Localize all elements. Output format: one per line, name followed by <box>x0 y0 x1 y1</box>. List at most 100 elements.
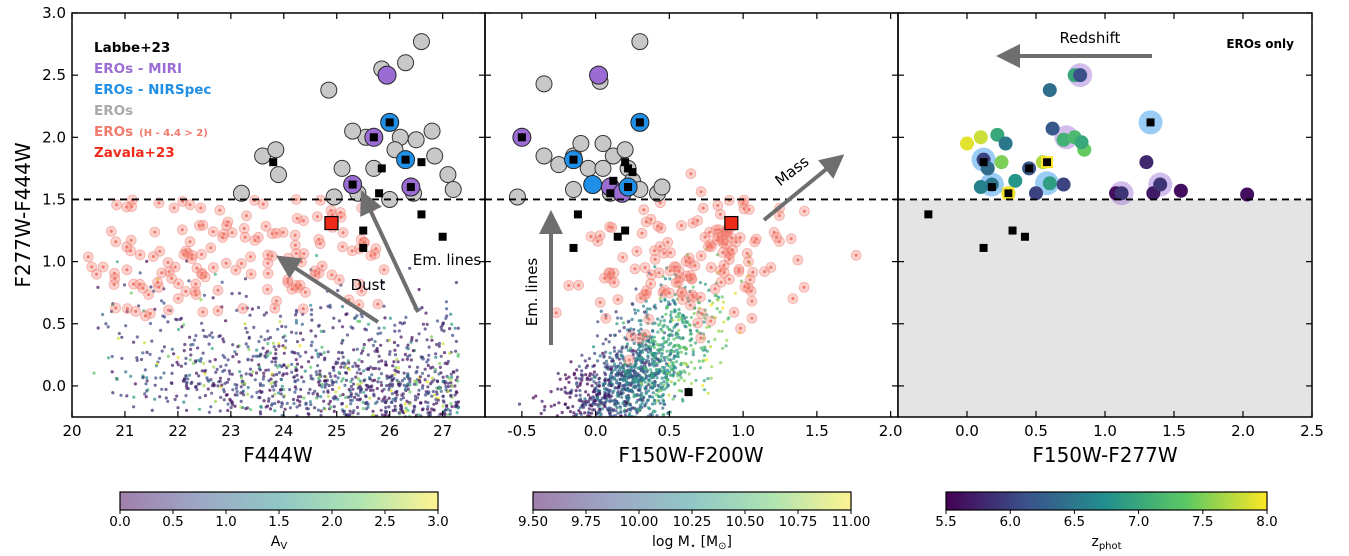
ero-h-point-core <box>197 224 201 227</box>
x-tick-label: 2.0 <box>1231 422 1255 440</box>
field-galaxy-point <box>580 353 584 357</box>
field-galaxy-point <box>566 406 570 410</box>
field-galaxy-point <box>517 402 522 406</box>
field-galaxy-point <box>598 354 602 358</box>
field-galaxy-point <box>428 437 431 440</box>
field-galaxy-point <box>609 424 612 427</box>
field-galaxy-point <box>268 388 272 392</box>
field-galaxy-point <box>344 395 348 400</box>
field-galaxy-point <box>219 395 223 399</box>
field-galaxy-point <box>591 345 596 349</box>
field-galaxy-point <box>426 435 429 438</box>
field-galaxy-point <box>634 426 637 429</box>
field-galaxy-point <box>567 375 571 379</box>
field-galaxy-point <box>644 361 648 365</box>
field-galaxy-point <box>201 351 205 355</box>
ero-h-point-core <box>211 230 215 234</box>
field-galaxy-point <box>633 365 637 369</box>
field-galaxy-point <box>430 418 433 421</box>
field-galaxy-point <box>315 447 318 450</box>
field-galaxy-point <box>395 357 399 362</box>
field-galaxy-point <box>608 351 612 355</box>
field-galaxy-point <box>397 329 401 333</box>
field-galaxy-point <box>353 395 357 399</box>
field-galaxy-point <box>273 401 277 406</box>
field-galaxy-point <box>356 319 360 323</box>
field-galaxy-point <box>634 362 638 366</box>
ero-h-point-core <box>265 287 269 291</box>
field-galaxy-point <box>194 359 198 363</box>
ero-h-point-core <box>318 242 322 246</box>
field-galaxy-point <box>578 381 583 385</box>
field-galaxy-point <box>318 352 322 356</box>
field-galaxy-point <box>206 430 209 433</box>
colorbar-tick-label: 6.5 <box>1064 514 1085 530</box>
field-galaxy-point <box>663 371 667 376</box>
field-galaxy-point <box>262 313 266 317</box>
field-galaxy-point <box>291 397 296 402</box>
field-galaxy-point <box>691 350 696 354</box>
field-galaxy-point <box>415 365 420 369</box>
field-galaxy-point <box>320 419 323 422</box>
field-galaxy-point <box>426 385 430 389</box>
ero-h-point-core <box>151 255 155 258</box>
field-galaxy-point <box>277 344 281 348</box>
field-galaxy-point <box>122 283 127 287</box>
field-galaxy-point <box>262 399 266 403</box>
field-galaxy-point <box>622 435 625 438</box>
field-galaxy-point <box>242 418 245 421</box>
field-galaxy-point <box>299 395 303 399</box>
field-galaxy-point <box>257 339 261 344</box>
field-galaxy-point <box>574 423 577 426</box>
field-galaxy-point <box>613 425 616 428</box>
field-galaxy-point <box>421 384 425 388</box>
field-galaxy-point <box>643 380 647 384</box>
field-galaxy-point <box>701 348 705 352</box>
field-galaxy-point <box>538 441 541 444</box>
field-galaxy-point <box>388 350 392 354</box>
field-galaxy-point <box>408 436 411 439</box>
field-galaxy-point <box>450 375 454 379</box>
field-galaxy-point <box>358 390 362 394</box>
field-galaxy-point <box>417 388 421 392</box>
field-galaxy-point <box>675 343 679 347</box>
field-galaxy-point <box>319 431 322 434</box>
field-galaxy-point <box>708 345 713 349</box>
ero-h-point-core <box>769 265 773 269</box>
ero-h-point-core <box>337 278 341 282</box>
field-galaxy-point <box>243 322 247 326</box>
field-galaxy-point <box>332 316 336 320</box>
ero-h-point-core <box>147 293 151 297</box>
field-galaxy-point <box>574 376 578 380</box>
field-galaxy-point <box>226 402 230 406</box>
field-galaxy-point <box>352 348 356 352</box>
field-galaxy-point <box>597 398 602 403</box>
field-galaxy-point <box>238 370 242 374</box>
field-galaxy-point <box>637 428 640 431</box>
field-galaxy-point <box>550 449 553 452</box>
field-galaxy-point <box>610 438 613 441</box>
field-galaxy-point <box>595 393 599 397</box>
field-galaxy-point <box>92 371 96 375</box>
field-galaxy-point <box>266 329 270 333</box>
field-galaxy-point <box>662 380 666 384</box>
field-galaxy-point <box>444 300 448 304</box>
field-galaxy-point <box>343 383 347 387</box>
field-galaxy-point <box>609 426 612 429</box>
field-galaxy-point <box>595 334 600 338</box>
field-galaxy-point <box>426 425 429 428</box>
field-galaxy-point <box>132 395 136 399</box>
field-galaxy-point <box>592 370 597 374</box>
field-galaxy-point <box>129 291 133 295</box>
field-galaxy-point <box>625 342 630 346</box>
field-galaxy-point <box>614 409 618 413</box>
ero-zphot-point <box>1240 187 1255 202</box>
field-galaxy-point <box>606 454 609 457</box>
field-galaxy-point <box>145 376 149 380</box>
field-galaxy-point <box>211 296 215 300</box>
colorbar-tick-label: 1.0 <box>215 514 236 530</box>
field-galaxy-point <box>393 348 397 352</box>
field-galaxy-point <box>653 379 657 383</box>
field-galaxy-point <box>403 449 406 452</box>
field-galaxy-point <box>620 395 624 399</box>
